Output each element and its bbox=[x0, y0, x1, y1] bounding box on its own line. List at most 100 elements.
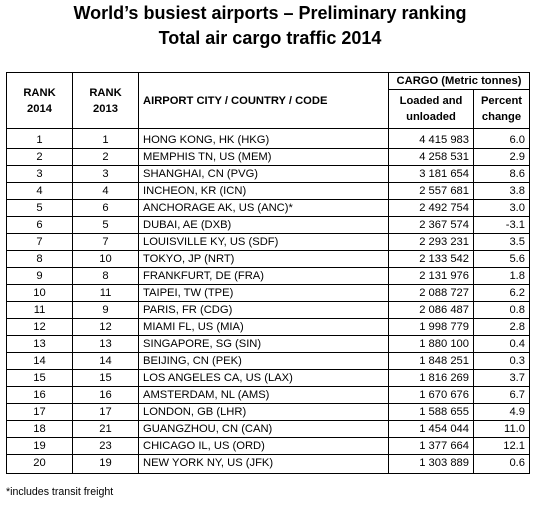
airport-cell: NEW YORK NY, US (JFK) bbox=[138, 454, 389, 474]
airport-cell: LOS ANGELES CA, US (LAX) bbox=[138, 369, 389, 387]
rank-2013-cell: 1 bbox=[72, 128, 139, 149]
cargo-cell: 4 415 983 bbox=[388, 128, 474, 149]
table-row: 10 11 TAIPEI, TW (TPE) 2 088 727 6.2 bbox=[6, 284, 530, 302]
table-row: 3 3 SHANGHAI, CN (PVG) 3 181 654 8.6 bbox=[6, 165, 530, 183]
cargo-cell: 1 377 664 bbox=[388, 437, 474, 455]
table-row: 1 1 HONG KONG, HK (HKG) 4 415 983 6.0 bbox=[6, 128, 530, 149]
rank-2014-cell: 8 bbox=[6, 250, 73, 268]
table-row: 4 4 INCHEON, KR (ICN) 2 557 681 3.8 bbox=[6, 182, 530, 200]
header-percent-label: Percent change bbox=[480, 95, 523, 123]
cargo-cell: 1 848 251 bbox=[388, 352, 474, 370]
airport-cell: PARIS, FR (CDG) bbox=[138, 301, 389, 319]
table-row: 13 13 SINGAPORE, SG (SIN) 1 880 100 0.4 bbox=[6, 335, 530, 353]
table-row: 5 6 ANCHORAGE AK, US (ANC)* 2 492 754 3.0 bbox=[6, 199, 530, 217]
table-row: 6 5 DUBAI, AE (DXB) 2 367 574 -3.1 bbox=[6, 216, 530, 234]
cargo-cell: 2 131 976 bbox=[388, 267, 474, 285]
percent-change-cell: 2.9 bbox=[473, 148, 530, 166]
rank-2013-cell: 5 bbox=[72, 216, 139, 234]
rank-2014-cell: 2 bbox=[6, 148, 73, 166]
percent-change-cell: 1.8 bbox=[473, 267, 530, 285]
rank-2013-cell: 16 bbox=[72, 386, 139, 404]
rank-2013-cell: 3 bbox=[72, 165, 139, 183]
page-title: World’s busiest airports – Preliminary r… bbox=[73, 3, 467, 23]
table-row: 7 7 LOUISVILLE KY, US (SDF) 2 293 231 3.5 bbox=[6, 233, 530, 251]
cargo-cell: 2 557 681 bbox=[388, 182, 474, 200]
cargo-cell: 2 293 231 bbox=[388, 233, 474, 251]
header-rank-2013: RANK 2013 bbox=[72, 72, 139, 129]
footnote: *includes transit freight bbox=[6, 486, 114, 498]
airport-cell: TAIPEI, TW (TPE) bbox=[138, 284, 389, 302]
rank-2013-cell: 21 bbox=[72, 420, 139, 438]
header-percent-change: Percent change bbox=[473, 89, 530, 129]
rank-2013-cell: 12 bbox=[72, 318, 139, 336]
rank-2013-cell: 9 bbox=[72, 301, 139, 319]
cargo-cell: 1 998 779 bbox=[388, 318, 474, 336]
rank-2013-cell: 10 bbox=[72, 250, 139, 268]
rank-2014-cell: 16 bbox=[6, 386, 73, 404]
rank-2013-cell: 4 bbox=[72, 182, 139, 200]
rank-2014-cell: 12 bbox=[6, 318, 73, 336]
percent-change-cell: 6.2 bbox=[473, 284, 530, 302]
table-row: 17 17 LONDON, GB (LHR) 1 588 655 4.9 bbox=[6, 403, 530, 421]
percent-change-cell: -3.1 bbox=[473, 216, 530, 234]
airport-cell: DUBAI, AE (DXB) bbox=[138, 216, 389, 234]
header-loaded-label: Loaded and unloaded bbox=[399, 95, 463, 123]
table-row: 16 16 AMSTERDAM, NL (AMS) 1 670 676 6.7 bbox=[6, 386, 530, 404]
rank-2014-cell: 18 bbox=[6, 420, 73, 438]
percent-change-cell: 6.0 bbox=[473, 128, 530, 149]
rank-2014-cell: 19 bbox=[6, 437, 73, 455]
header-rank-2014: RANK 2014 bbox=[6, 72, 73, 129]
airport-cell: ANCHORAGE AK, US (ANC)* bbox=[138, 199, 389, 217]
airport-cell: LONDON, GB (LHR) bbox=[138, 403, 389, 421]
cargo-cell: 4 258 531 bbox=[388, 148, 474, 166]
table-row: 15 15 LOS ANGELES CA, US (LAX) 1 816 269 3.7 bbox=[6, 369, 530, 387]
table-row: 14 14 BEIJING, CN (PEK) 1 848 251 0.3 bbox=[6, 352, 530, 370]
rank-2013-cell: 7 bbox=[72, 233, 139, 251]
rank-2014-cell: 13 bbox=[6, 335, 73, 353]
rank-2014-cell: 1 bbox=[6, 128, 73, 149]
header-rank-2014-label: RANK 2014 bbox=[23, 86, 56, 115]
cargo-cell: 2 088 727 bbox=[388, 284, 474, 302]
table-row: 9 8 FRANKFURT, DE (FRA) 2 131 976 1.8 bbox=[6, 267, 530, 285]
rank-2014-cell: 17 bbox=[6, 403, 73, 421]
percent-change-cell: 11.0 bbox=[473, 420, 530, 438]
percent-change-cell: 0.8 bbox=[473, 301, 530, 319]
rank-2014-cell: 15 bbox=[6, 369, 73, 387]
airport-cell: AMSTERDAM, NL (AMS) bbox=[138, 386, 389, 404]
percent-change-cell: 0.6 bbox=[473, 454, 530, 474]
airport-cell: INCHEON, KR (ICN) bbox=[138, 182, 389, 200]
cargo-cell: 2 367 574 bbox=[388, 216, 474, 234]
percent-change-cell: 3.5 bbox=[473, 233, 530, 251]
table-row: 11 9 PARIS, FR (CDG) 2 086 487 0.8 bbox=[6, 301, 530, 319]
airport-cell: TOKYO, JP (NRT) bbox=[138, 250, 389, 268]
percent-change-cell: 3.7 bbox=[473, 369, 530, 387]
rank-2013-cell: 2 bbox=[72, 148, 139, 166]
rank-2013-cell: 14 bbox=[72, 352, 139, 370]
percent-change-cell: 0.4 bbox=[473, 335, 530, 353]
header-loaded-unloaded: Loaded and unloaded bbox=[388, 89, 474, 129]
rank-2014-cell: 5 bbox=[6, 199, 73, 217]
cargo-cell: 2 492 754 bbox=[388, 199, 474, 217]
rank-2014-cell: 4 bbox=[6, 182, 73, 200]
airport-cell: SHANGHAI, CN (PVG) bbox=[138, 165, 389, 183]
percent-change-cell: 3.8 bbox=[473, 182, 530, 200]
airport-cell: LOUISVILLE KY, US (SDF) bbox=[138, 233, 389, 251]
rank-2013-cell: 8 bbox=[72, 267, 139, 285]
rank-2014-cell: 9 bbox=[6, 267, 73, 285]
rank-2014-cell: 7 bbox=[6, 233, 73, 251]
cargo-cell: 2 133 542 bbox=[388, 250, 474, 268]
table-row: 2 2 MEMPHIS TN, US (MEM) 4 258 531 2.9 bbox=[6, 148, 530, 166]
percent-change-cell: 8.6 bbox=[473, 165, 530, 183]
cargo-cell: 1 880 100 bbox=[388, 335, 474, 353]
rank-2014-cell: 20 bbox=[6, 454, 73, 474]
rank-2013-cell: 11 bbox=[72, 284, 139, 302]
airport-cell: MIAMI FL, US (MIA) bbox=[138, 318, 389, 336]
rank-2014-cell: 6 bbox=[6, 216, 73, 234]
rank-2014-cell: 3 bbox=[6, 165, 73, 183]
table-row: 8 10 TOKYO, JP (NRT) 2 133 542 5.6 bbox=[6, 250, 530, 268]
header-cargo-group: CARGO (Metric tonnes) bbox=[388, 72, 530, 90]
airport-cell: CHICAGO IL, US (ORD) bbox=[138, 437, 389, 455]
table-row: 19 23 CHICAGO IL, US (ORD) 1 377 664 12.1 bbox=[6, 437, 530, 455]
page-subtitle: Total air cargo traffic 2014 bbox=[158, 28, 382, 48]
rank-2014-cell: 14 bbox=[6, 352, 73, 370]
